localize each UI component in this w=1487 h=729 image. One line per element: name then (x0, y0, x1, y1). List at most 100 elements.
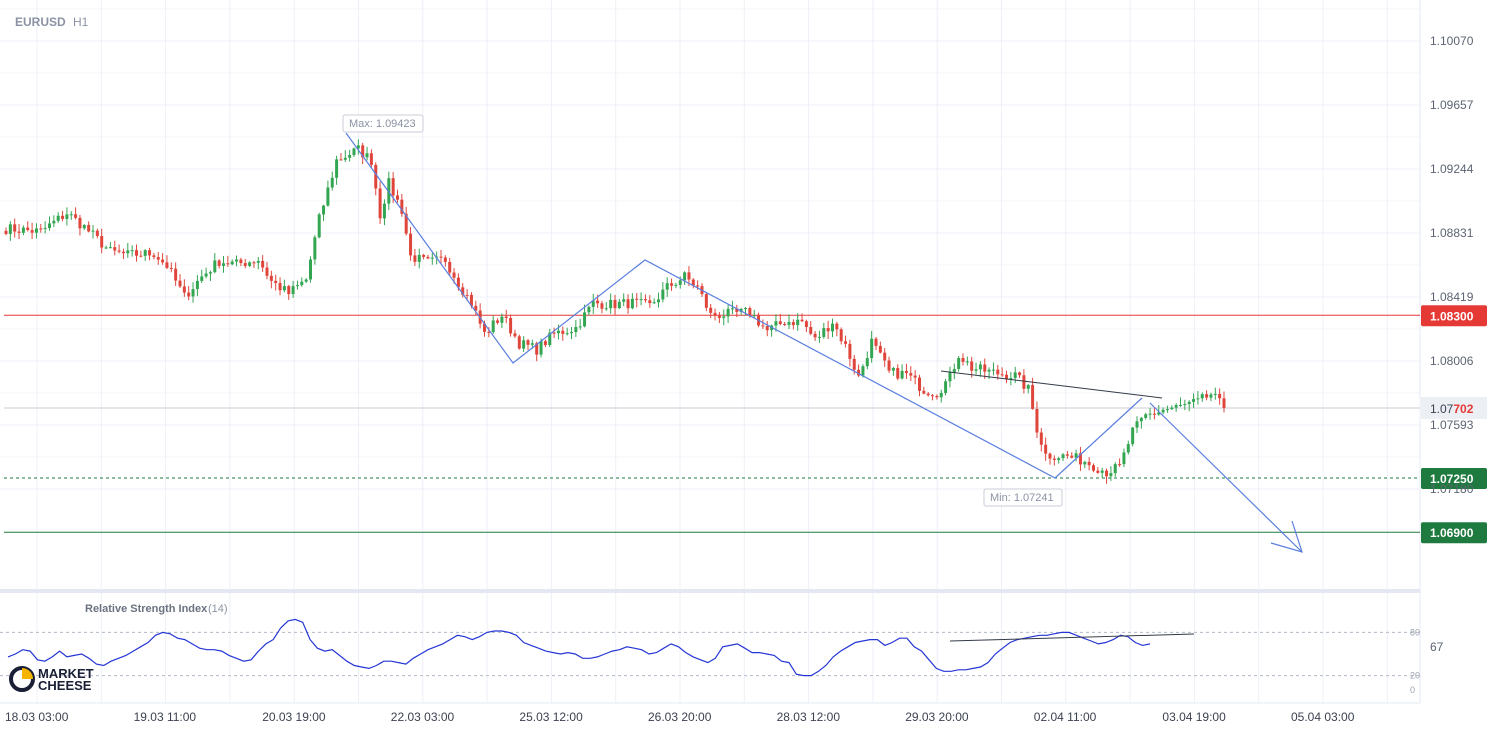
candle-body (826, 328, 830, 332)
candle-body (983, 364, 987, 372)
time-axis[interactable]: 18.03 03:00 19.03 11:00 20.03 19:00 22.03 0… (5, 710, 1355, 724)
candle-body (387, 178, 391, 204)
candle-body (896, 368, 900, 379)
candle-body (1074, 453, 1078, 458)
candle-body (226, 263, 230, 265)
wave-trend-line[interactable] (345, 132, 1143, 479)
min-annotation-text: Min: 1.07241 (990, 492, 1054, 504)
candle-body (1187, 401, 1191, 405)
candle-body (265, 267, 269, 276)
candle-body (269, 275, 273, 281)
price-tick-label: 1.07593 (1430, 418, 1474, 432)
timeframe-label[interactable]: H1 (73, 15, 89, 29)
candle-body (48, 223, 51, 229)
time-tick-label: 05.04 03:00 (1291, 710, 1355, 724)
candle-body (543, 341, 547, 346)
forecast-arrow-line[interactable] (1149, 402, 1303, 553)
candle-body (430, 257, 434, 259)
rsi-level-label: 80 (1410, 627, 1420, 637)
candle-body (195, 280, 199, 290)
candle-body (1105, 470, 1109, 477)
rsi-line (7, 618, 1151, 677)
candlestick-series (4, 139, 1226, 484)
candle-body (148, 250, 152, 256)
candle-body (8, 224, 12, 234)
candle-body (591, 300, 595, 307)
candle-body (530, 343, 534, 345)
candle-body (400, 199, 404, 214)
time-tick-label: 26.03 20:00 (648, 710, 712, 724)
candle-body (657, 299, 660, 303)
candle-body (904, 370, 908, 374)
price-axis[interactable]: 1.10070 1.09657 1.09244 1.08831 1.08419 1.080… (1430, 34, 1474, 496)
candle-body (104, 247, 108, 249)
current-price-tag[interactable]: 1.07702 (1421, 397, 1487, 419)
candle-body (804, 321, 808, 328)
candle-body (252, 262, 256, 264)
rsi-level-label: 20 (1410, 671, 1420, 681)
candle-body (878, 345, 882, 353)
candle-body (965, 361, 969, 363)
candle-body (461, 287, 465, 295)
candle-body (1065, 454, 1069, 456)
time-tick-label: 19.03 11:00 (134, 710, 197, 724)
candle-body (817, 336, 821, 338)
candle-body (1039, 432, 1043, 445)
rsi-trend-line[interactable] (949, 633, 1195, 642)
candle-body (117, 250, 121, 252)
candle-body (717, 315, 721, 318)
candle-body (39, 228, 43, 230)
candle-body (787, 322, 791, 325)
candle-body (778, 321, 782, 325)
candle-body (1026, 385, 1030, 389)
candle-body (313, 237, 317, 260)
candle-body (556, 330, 560, 334)
candle-body (491, 320, 495, 333)
candle-body (974, 369, 978, 371)
candle-body (1183, 404, 1187, 406)
level-tag[interactable] (1421, 467, 1487, 489)
candle-body (291, 286, 295, 295)
candle-body (765, 326, 769, 331)
candle-body (1148, 413, 1152, 415)
candle-body (513, 333, 517, 337)
candle-body (561, 330, 565, 334)
candle-body (87, 224, 91, 232)
candle-body (1200, 394, 1204, 399)
time-tick-label: 03.04 19:00 (1162, 710, 1226, 724)
candle-body (74, 214, 78, 218)
rsi-current-value: 67 (1430, 640, 1444, 654)
candle-body (1057, 458, 1061, 460)
candle-body (730, 308, 734, 310)
candle-body (13, 224, 17, 232)
level-tag-label: 1.06900 (1430, 526, 1474, 540)
candle-body (374, 164, 378, 189)
candle-body (922, 390, 926, 394)
candle-body (1174, 405, 1178, 408)
candle-body (678, 280, 682, 285)
candle-body (909, 373, 913, 376)
candle-body (222, 263, 225, 266)
candle-body (274, 280, 278, 284)
candle-body (674, 284, 678, 286)
candle-body (1122, 452, 1126, 465)
candle-body (944, 381, 948, 393)
candle-body (1179, 404, 1182, 406)
candle-body (609, 299, 613, 309)
resistance-line[interactable] (940, 370, 1163, 399)
candle-body (413, 255, 417, 262)
rsi-title: Relative Strength Index (85, 603, 208, 615)
candle-body (987, 369, 991, 372)
candle-body (844, 341, 848, 344)
candle-body (861, 366, 865, 376)
level-tag[interactable] (1421, 305, 1487, 327)
candle-body (565, 333, 569, 335)
candle-body (1035, 408, 1039, 433)
candle-body (1139, 417, 1143, 422)
candle-body (95, 230, 99, 237)
level-tag[interactable] (1421, 522, 1487, 544)
candle-body (304, 279, 308, 282)
candle-body (165, 262, 169, 268)
